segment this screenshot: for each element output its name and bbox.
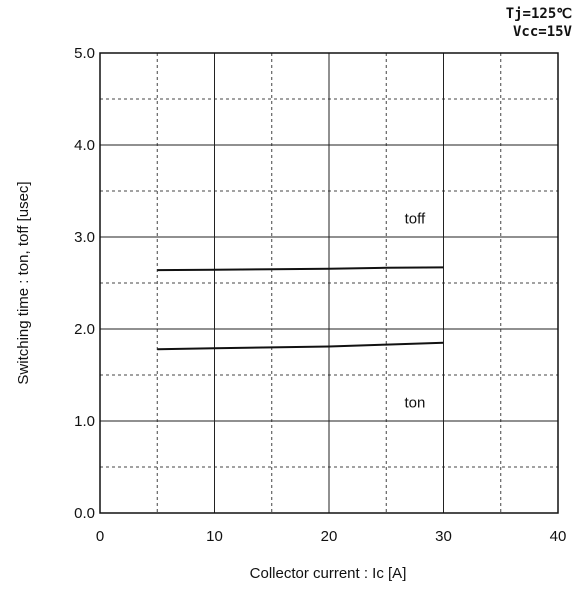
x-tick-label: 40 <box>550 528 567 545</box>
series-label-ton: ton <box>404 395 425 412</box>
x-tick-label: 0 <box>96 528 104 545</box>
y-tick-label: 4.0 <box>74 137 95 154</box>
x-tick-label: 20 <box>321 528 338 545</box>
plot-border <box>99 52 559 514</box>
y-axis-title: Switching time : ton, toff [usec] <box>15 181 32 384</box>
series-layer <box>157 266 444 351</box>
series-label-toff: toff <box>405 211 426 228</box>
y-tick-label: 5.0 <box>74 45 95 62</box>
grid <box>99 52 559 514</box>
y-tick-label: 3.0 <box>74 229 95 246</box>
condition-vcc: Vcc=15V <box>513 24 573 40</box>
labels: 0 10 20 30 40 0.0 1.0 2.0 3.0 4.0 5.0 toff ton <box>74 45 566 545</box>
x-axis-title: Collector current : Ic [A] <box>250 565 407 582</box>
y-tick-label: 2.0 <box>74 321 95 338</box>
plot-frame <box>99 52 559 514</box>
x-tick-label: 10 <box>206 528 223 545</box>
y-tick-label: 1.0 <box>74 413 95 430</box>
x-tick-label: 30 <box>435 528 452 545</box>
condition-tj: Tj=125℃ <box>506 6 573 22</box>
y-tick-label: 0.0 <box>74 505 95 522</box>
series-line-ton <box>157 341 444 351</box>
series-line-toff <box>157 266 444 272</box>
